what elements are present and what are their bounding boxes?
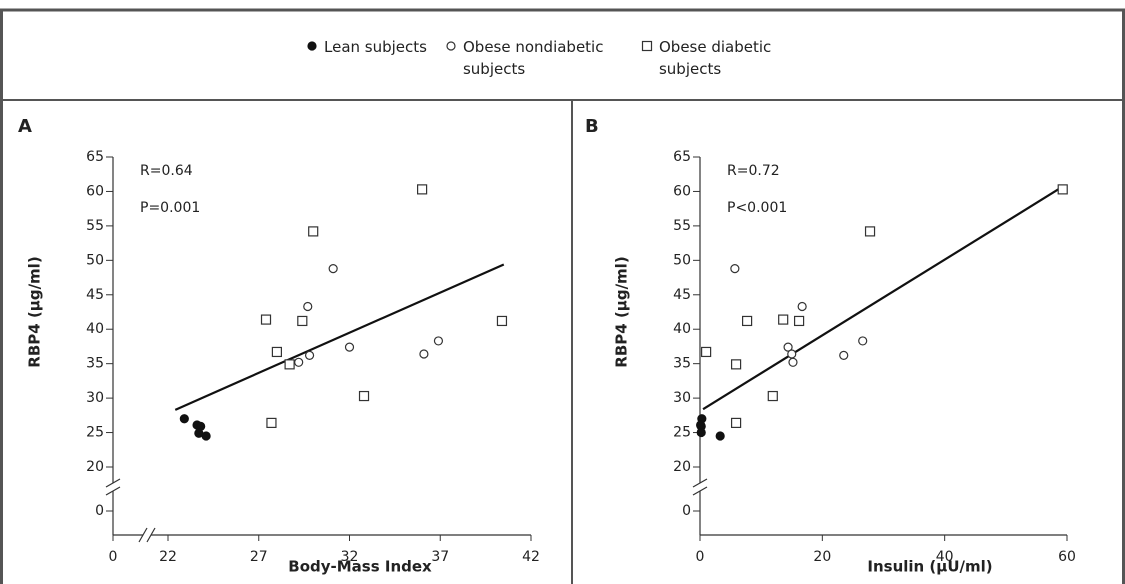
legend: Lean subjects Obese nondiabetic subjects O… bbox=[0, 36, 1125, 80]
marker-square bbox=[418, 185, 427, 194]
marker-square bbox=[768, 392, 777, 401]
marker-square bbox=[309, 227, 318, 236]
marker-square bbox=[298, 316, 307, 325]
x-tick-label: 22 bbox=[159, 549, 177, 565]
legend-item: Obese nondiabetic subjects bbox=[445, 36, 623, 80]
y-tick-label: 45 bbox=[673, 287, 691, 303]
x-tick-label: 42 bbox=[522, 549, 540, 565]
marker-square bbox=[272, 347, 281, 356]
y-tick-label: 20 bbox=[673, 459, 691, 475]
marker-circle bbox=[788, 350, 796, 358]
stat-annotation: R=0.72 bbox=[727, 163, 780, 179]
legend-label: Lean subjects bbox=[324, 36, 427, 58]
marker-square bbox=[866, 227, 875, 236]
marker-circle bbox=[329, 265, 337, 273]
x-axis-title: Insulin (μU/ml) bbox=[867, 558, 992, 576]
marker-square bbox=[779, 315, 788, 324]
marker-square bbox=[743, 316, 752, 325]
marker-circle bbox=[346, 343, 354, 351]
marker-square bbox=[262, 315, 271, 324]
x-tick-label: 0 bbox=[696, 549, 705, 565]
marker-circle bbox=[434, 337, 442, 345]
y-tick-label: 30 bbox=[86, 390, 104, 406]
y-axis-title: RBP4 (μg/ml) bbox=[613, 256, 631, 367]
y-tick-label: 55 bbox=[86, 218, 104, 234]
marker-square bbox=[732, 418, 741, 427]
marker-square bbox=[497, 316, 506, 325]
x-tick-label: 37 bbox=[431, 549, 449, 565]
marker-circle bbox=[840, 351, 848, 359]
marker-circle bbox=[306, 351, 314, 359]
x-tick-label: 0 bbox=[109, 549, 118, 565]
trend-line bbox=[703, 187, 1063, 410]
marker-circle bbox=[447, 42, 455, 50]
y-tick-label: 25 bbox=[86, 425, 104, 441]
y-tick-label: 0 bbox=[95, 503, 104, 519]
y-tick-label: 35 bbox=[673, 356, 691, 372]
marker-dot bbox=[697, 429, 705, 437]
frame bbox=[2, 10, 1124, 584]
figure: A02025303540455055606502227323742Body-Ma… bbox=[0, 0, 1125, 584]
marker-square bbox=[285, 360, 294, 369]
marker-square bbox=[642, 42, 651, 51]
panel-label: A bbox=[18, 116, 32, 137]
y-tick-label: 60 bbox=[86, 183, 104, 199]
y-tick-label: 20 bbox=[86, 459, 104, 475]
legend-marker bbox=[641, 40, 653, 52]
marker-square bbox=[360, 392, 369, 401]
marker-circle bbox=[420, 350, 428, 358]
marker-square bbox=[795, 316, 804, 325]
legend-item: Lean subjects bbox=[306, 36, 427, 80]
marker-dot bbox=[697, 421, 705, 429]
legend-label: Obese nondiabetic subjects bbox=[463, 36, 623, 80]
marker-circle bbox=[859, 337, 867, 345]
marker-circle bbox=[798, 302, 806, 310]
marker-square bbox=[732, 360, 741, 369]
y-tick-label: 65 bbox=[86, 149, 104, 165]
x-tick-label: 27 bbox=[250, 549, 268, 565]
x-tick-label: 20 bbox=[813, 549, 831, 565]
marker-square bbox=[1058, 185, 1067, 194]
marker-dot bbox=[180, 415, 188, 423]
y-tick-label: 0 bbox=[682, 503, 691, 519]
chart: A02025303540455055606502227323742Body-Ma… bbox=[0, 0, 1125, 584]
y-tick-label: 40 bbox=[86, 321, 104, 337]
y-tick-label: 40 bbox=[673, 321, 691, 337]
marker-circle bbox=[304, 302, 312, 310]
y-tick-label: 35 bbox=[86, 356, 104, 372]
panel-label: B bbox=[585, 116, 599, 137]
legend-marker bbox=[306, 40, 318, 52]
legend-marker bbox=[445, 40, 457, 52]
y-tick-label: 50 bbox=[673, 252, 691, 268]
marker-circle bbox=[789, 358, 797, 366]
y-tick-label: 45 bbox=[86, 287, 104, 303]
marker-square bbox=[702, 347, 711, 356]
y-tick-label: 30 bbox=[673, 390, 691, 406]
trend-line bbox=[175, 264, 504, 409]
y-tick-label: 65 bbox=[673, 149, 691, 165]
y-tick-label: 50 bbox=[86, 252, 104, 268]
marker-dot bbox=[308, 42, 316, 50]
marker-dot bbox=[202, 432, 210, 440]
y-tick-label: 25 bbox=[673, 425, 691, 441]
y-axis-title: RBP4 (μg/ml) bbox=[26, 256, 44, 367]
legend-label: Obese diabetic subjects bbox=[659, 36, 819, 80]
y-tick-label: 55 bbox=[673, 218, 691, 234]
legend-item: Obese diabetic subjects bbox=[641, 36, 819, 80]
x-axis-title: Body-Mass Index bbox=[288, 558, 432, 576]
x-tick-label: 60 bbox=[1058, 549, 1076, 565]
stat-annotation: P<0.001 bbox=[727, 200, 787, 216]
y-tick-label: 60 bbox=[673, 183, 691, 199]
stat-annotation: P=0.001 bbox=[140, 200, 200, 216]
marker-circle bbox=[295, 358, 303, 366]
marker-square bbox=[267, 418, 276, 427]
marker-dot bbox=[716, 432, 724, 440]
stat-annotation: R=0.64 bbox=[140, 163, 193, 179]
marker-circle bbox=[731, 265, 739, 273]
